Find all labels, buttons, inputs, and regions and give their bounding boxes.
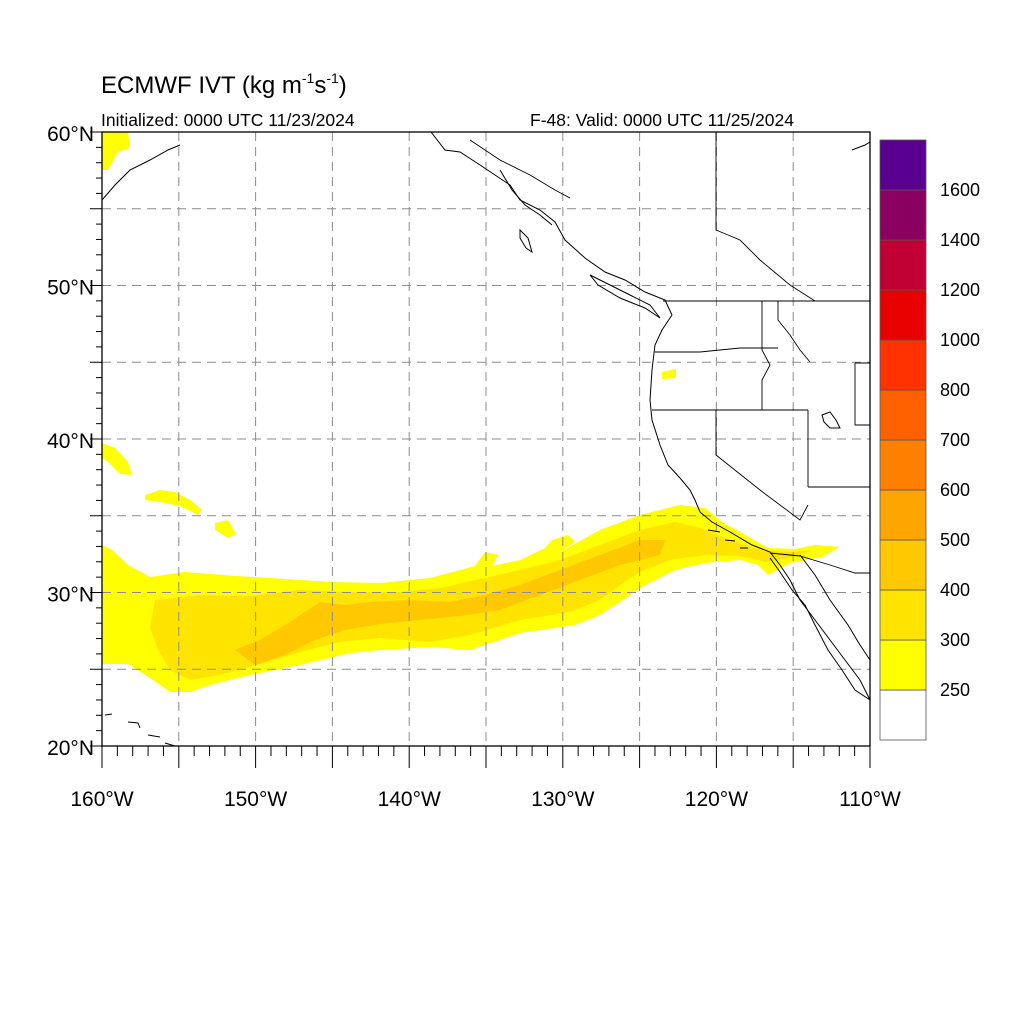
colorbar-swatch [879, 439, 927, 491]
colorbar-label: 800 [940, 380, 970, 400]
graticule [102, 132, 870, 746]
coastline-north-america [430, 132, 870, 701]
lon-tick-label: 160°W [70, 788, 133, 811]
border-id-wy [854, 362, 870, 426]
border-ca-nv [715, 410, 809, 521]
political-borders [469, 132, 870, 574]
vancouver-island [589, 274, 661, 319]
lat-tick-label: 50°N [47, 277, 94, 300]
ivt-patch-40n [102, 443, 132, 475]
ivt-shading [102, 132, 840, 692]
ivt-patch-oregon [662, 369, 676, 379]
alaska-coast [102, 144, 181, 201]
lon-tick-label: 120°W [685, 788, 748, 811]
colorbar: 250 300 400 500 600 700 800 1000 1200 1400 1600 [879, 139, 980, 741]
ivt-patch-35n [215, 520, 236, 538]
colorbar-label: 250 [940, 680, 970, 700]
colorbar-swatch [879, 189, 927, 241]
colorbar-label: 1200 [940, 280, 980, 300]
colorbar-label: 1600 [940, 180, 980, 200]
colorbar-swatch [879, 489, 927, 541]
hawaii-islands [104, 713, 176, 746]
great-salt-lake [821, 411, 841, 429]
colorbar-swatch [879, 389, 927, 441]
colorbar-label: 500 [940, 530, 970, 550]
init-time-label: Initialized: 0000 UTC 11/23/2024 [101, 110, 355, 130]
lon-tick-label: 140°W [378, 788, 441, 811]
border-id-mt [777, 301, 811, 363]
border-bc-interior [715, 132, 816, 302]
lat-tick-label: 30°N [47, 584, 94, 607]
figure-title: ECMWF IVT (kg m-1s-1) [101, 70, 347, 99]
lat-tick-label: 20°N [47, 737, 94, 760]
southeast-alaska [499, 169, 553, 226]
colorbar-swatch [879, 589, 927, 641]
colorbar-swatch [879, 639, 927, 691]
colorbar-label: 700 [940, 430, 970, 450]
colorbar-label: 1400 [940, 230, 980, 250]
border-alaska-canada [469, 139, 571, 199]
lon-tick-label: 150°W [224, 788, 287, 811]
colorbar-swatch [879, 539, 927, 591]
gulf-of-california [799, 554, 870, 661]
border-wa-or [655, 347, 778, 353]
colorbar-label: 1000 [940, 330, 980, 350]
colorbar-swatch [879, 239, 927, 291]
colorbar-label: 300 [940, 630, 970, 650]
channel-islands [707, 529, 748, 549]
ivt-river-400 [235, 540, 665, 665]
colorbar-swatch [879, 339, 927, 391]
ivt-patch-37n [145, 490, 202, 515]
colorbar-swatch [879, 289, 927, 341]
coastline-baja [769, 557, 870, 701]
map-axes: 160°W 150°W 140°W 130°W 120°W 110°W 20°N 30°N 40… [47, 123, 901, 811]
lon-tick-label: 130°W [531, 788, 594, 811]
ivt-patch-nw [102, 132, 130, 170]
haida-gwaii [519, 228, 533, 254]
lon-tick-label: 110°W [839, 788, 901, 811]
lat-tick-label: 60°N [47, 123, 94, 146]
colorbar-label: 600 [940, 480, 970, 500]
colorbar-swatch [879, 139, 927, 191]
colorbar-label: 400 [940, 580, 970, 600]
coastlines [102, 132, 870, 746]
border-us-mexico [769, 552, 870, 574]
east-edge-coast [851, 141, 870, 151]
lat-tick-label: 40°N [47, 430, 94, 453]
valid-time-label: F-48: Valid: 0000 UTC 11/25/2024 [530, 110, 794, 130]
border-id-west [761, 301, 771, 410]
colorbar-swatch [879, 689, 927, 741]
